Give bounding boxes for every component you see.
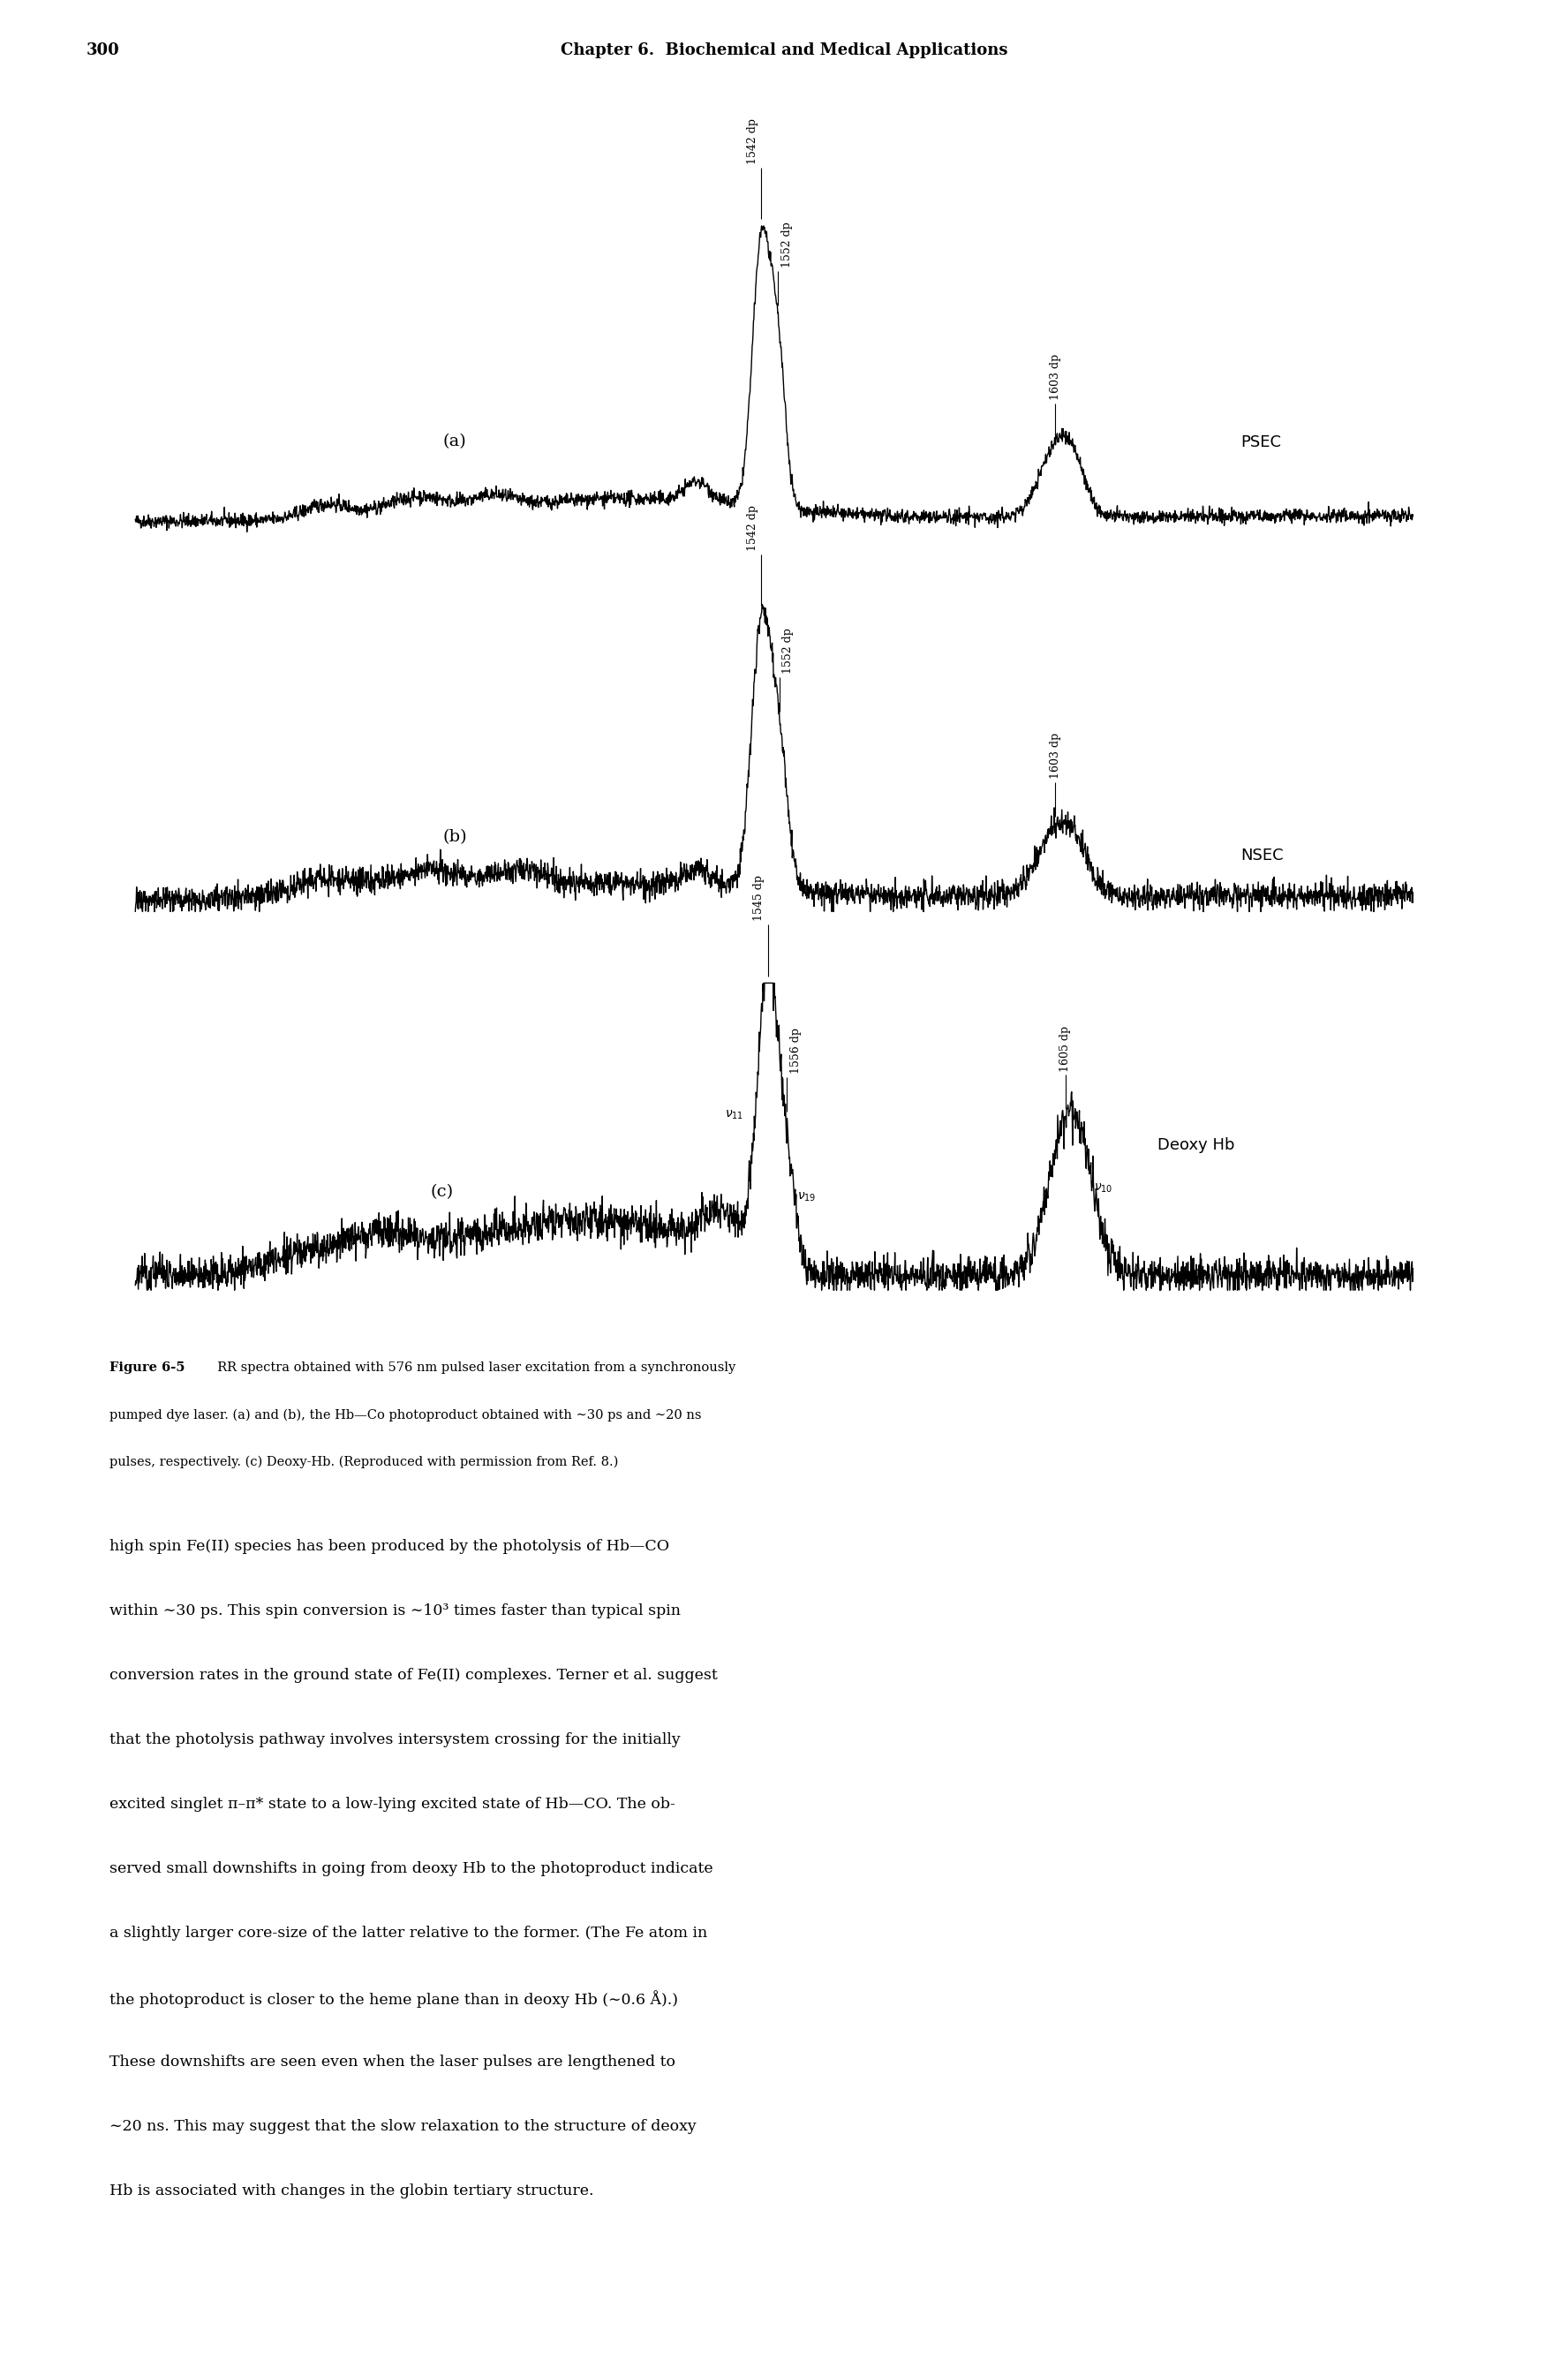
- Text: 1603 dp: 1603 dp: [1049, 732, 1062, 779]
- Text: (b): (b): [442, 829, 467, 845]
- Text: 300: 300: [86, 43, 119, 59]
- Text: 1556 dp: 1556 dp: [790, 1028, 801, 1073]
- Text: 1542 dp: 1542 dp: [746, 118, 759, 163]
- Text: These downshifts are seen even when the laser pulses are lengthened to: These downshifts are seen even when the …: [110, 2055, 676, 2070]
- Text: $\nu_{19}$: $\nu_{19}$: [797, 1191, 815, 1203]
- Text: 1552 dp: 1552 dp: [781, 223, 793, 268]
- Text: a slightly larger core-size of the latter relative to the former. (The Fe atom i: a slightly larger core-size of the latte…: [110, 1925, 707, 1942]
- Text: Deoxy Hb: Deoxy Hb: [1157, 1137, 1234, 1153]
- Text: that the photolysis pathway involves intersystem crossing for the initially: that the photolysis pathway involves int…: [110, 1733, 681, 1748]
- Text: NSEC: NSEC: [1240, 848, 1283, 864]
- Text: 1605 dp: 1605 dp: [1060, 1025, 1071, 1070]
- Text: $\nu_{11}$: $\nu_{11}$: [724, 1108, 743, 1120]
- Text: 1603 dp: 1603 dp: [1049, 353, 1062, 400]
- Text: 1545 dp: 1545 dp: [753, 876, 765, 921]
- Text: (c): (c): [430, 1184, 453, 1201]
- Text: RR spectra obtained with 576 nm pulsed laser excitation from a synchronously: RR spectra obtained with 576 nm pulsed l…: [209, 1362, 735, 1373]
- Text: 1542 dp: 1542 dp: [746, 504, 759, 552]
- Text: pumped dye laser. (a) and (b), the Hb—Co photoproduct obtained with ∼30 ps and ∼: pumped dye laser. (a) and (b), the Hb—Co…: [110, 1409, 702, 1421]
- Text: within ∼30 ps. This spin conversion is ∼10³ times faster than typical spin: within ∼30 ps. This spin conversion is ∼…: [110, 1603, 681, 1620]
- Text: (a): (a): [442, 433, 467, 450]
- Text: Chapter 6.  Biochemical and Medical Applications: Chapter 6. Biochemical and Medical Appli…: [560, 43, 1008, 59]
- Text: conversion rates in the ground state of Fe(II) complexes. Terner et al. suggest: conversion rates in the ground state of …: [110, 1667, 718, 1684]
- Text: high spin Fe(II) species has been produced by the photolysis of Hb—CO: high spin Fe(II) species has been produc…: [110, 1539, 670, 1553]
- Text: Figure 6-5: Figure 6-5: [110, 1362, 185, 1373]
- Text: PSEC: PSEC: [1240, 436, 1281, 450]
- Text: served small downshifts in going from deoxy Hb to the photoproduct indicate: served small downshifts in going from de…: [110, 1861, 713, 1875]
- Text: 1552 dp: 1552 dp: [782, 628, 793, 673]
- Text: the photoproduct is closer to the heme plane than in deoxy Hb (∼0.6 Å).): the photoproduct is closer to the heme p…: [110, 1989, 679, 2008]
- Text: pulses, respectively. (c) Deoxy-Hb. (Reproduced with permission from Ref. 8.): pulses, respectively. (c) Deoxy-Hb. (Rep…: [110, 1456, 619, 1468]
- Text: $\nu_{10}$: $\nu_{10}$: [1093, 1182, 1112, 1193]
- Text: excited singlet π–π* state to a low-lying excited state of Hb—CO. The ob-: excited singlet π–π* state to a low-lyin…: [110, 1797, 676, 1812]
- Text: Hb is associated with changes in the globin tertiary structure.: Hb is associated with changes in the glo…: [110, 2183, 594, 2198]
- Text: ∼20 ns. This may suggest that the slow relaxation to the structure of deoxy: ∼20 ns. This may suggest that the slow r…: [110, 2119, 696, 2134]
